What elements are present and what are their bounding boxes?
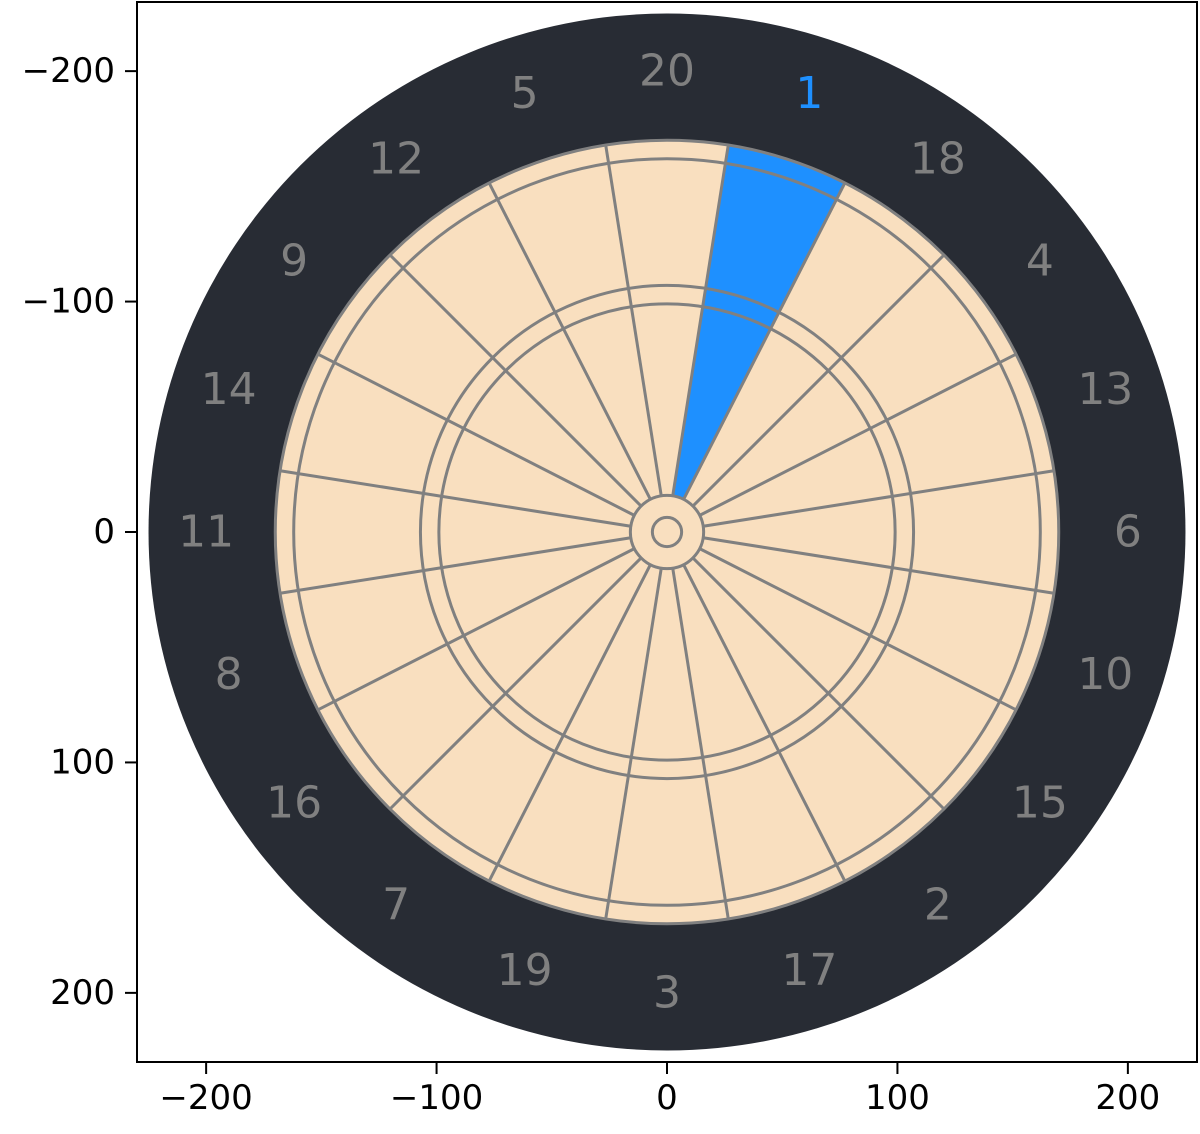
sector-wire: [671, 567, 730, 920]
sector-wire: [487, 182, 652, 501]
sector-number-9: 9: [280, 236, 308, 287]
sector-wire: [487, 563, 652, 882]
dartboard: 20 1 18 4 13 6 10 15 2 17 3 19 7 16 8 11 14 9 12 5: [148, 13, 1186, 1051]
sector-wire: [682, 182, 847, 501]
y-tick-label: 100: [50, 742, 115, 782]
outer-bull-ring: [628, 493, 706, 571]
x-tick-label: −100: [390, 1078, 483, 1118]
sector-wire: [604, 144, 663, 497]
y-tick-label: −100: [22, 282, 115, 322]
sector-wire: [317, 547, 636, 712]
sector-number-5: 5: [511, 68, 539, 119]
sector-number-20: 20: [639, 46, 695, 97]
sector-wire: [279, 469, 632, 528]
sector-wire: [317, 352, 636, 517]
sector-number-1: 1: [795, 68, 823, 119]
x-tick-label: 0: [656, 1078, 678, 1118]
sector-number-18: 18: [910, 134, 966, 185]
sector-number-11: 11: [178, 507, 234, 558]
triple-inner-ring: [437, 302, 897, 762]
x-tick-label: 100: [865, 1078, 930, 1118]
double-inner-ring: [292, 157, 1042, 907]
x-tick-label: −200: [159, 1078, 252, 1118]
y-tick-label: 200: [50, 973, 115, 1013]
y-tick-label: 0: [93, 512, 115, 552]
sector-number-7: 7: [382, 879, 410, 930]
y-tick-label: −200: [22, 51, 115, 91]
sector-number-16: 16: [266, 777, 322, 828]
sector-number-14: 14: [201, 364, 257, 415]
sector-wire: [698, 547, 1017, 712]
sector-wire: [682, 563, 847, 882]
sector-wire: [388, 556, 643, 811]
sector-wire: [691, 253, 946, 508]
double-outer-ring: [273, 138, 1061, 926]
x-tick-label: 200: [1095, 1078, 1160, 1118]
y-axis: −200 −100 0 100 200: [22, 51, 137, 1013]
sector-wire: [698, 352, 1017, 517]
triple-outer-ring: [418, 283, 916, 781]
sector-number-10: 10: [1077, 649, 1133, 700]
sector-number-12: 12: [368, 134, 424, 185]
bullseye-ring: [650, 515, 684, 549]
sector-wire: [671, 144, 730, 497]
sector-number-4: 4: [1026, 236, 1054, 287]
sector-wire: [702, 536, 1055, 595]
sector-number-8: 8: [215, 649, 243, 700]
sector-number-17: 17: [781, 945, 837, 996]
sector-wire: [388, 253, 643, 508]
sector-wire: [279, 536, 632, 595]
sector-number-15: 15: [1012, 777, 1068, 828]
sector-number-3: 3: [653, 967, 681, 1018]
x-axis: −200 −100 0 100 200: [159, 1062, 1160, 1118]
sector-wire: [691, 556, 946, 811]
sector-wire: [604, 567, 663, 920]
sector-number-2: 2: [924, 879, 952, 930]
sector-number-6: 6: [1114, 507, 1142, 558]
sector-number-13: 13: [1077, 364, 1133, 415]
sector-wire: [702, 469, 1055, 528]
sector-number-19: 19: [497, 945, 553, 996]
